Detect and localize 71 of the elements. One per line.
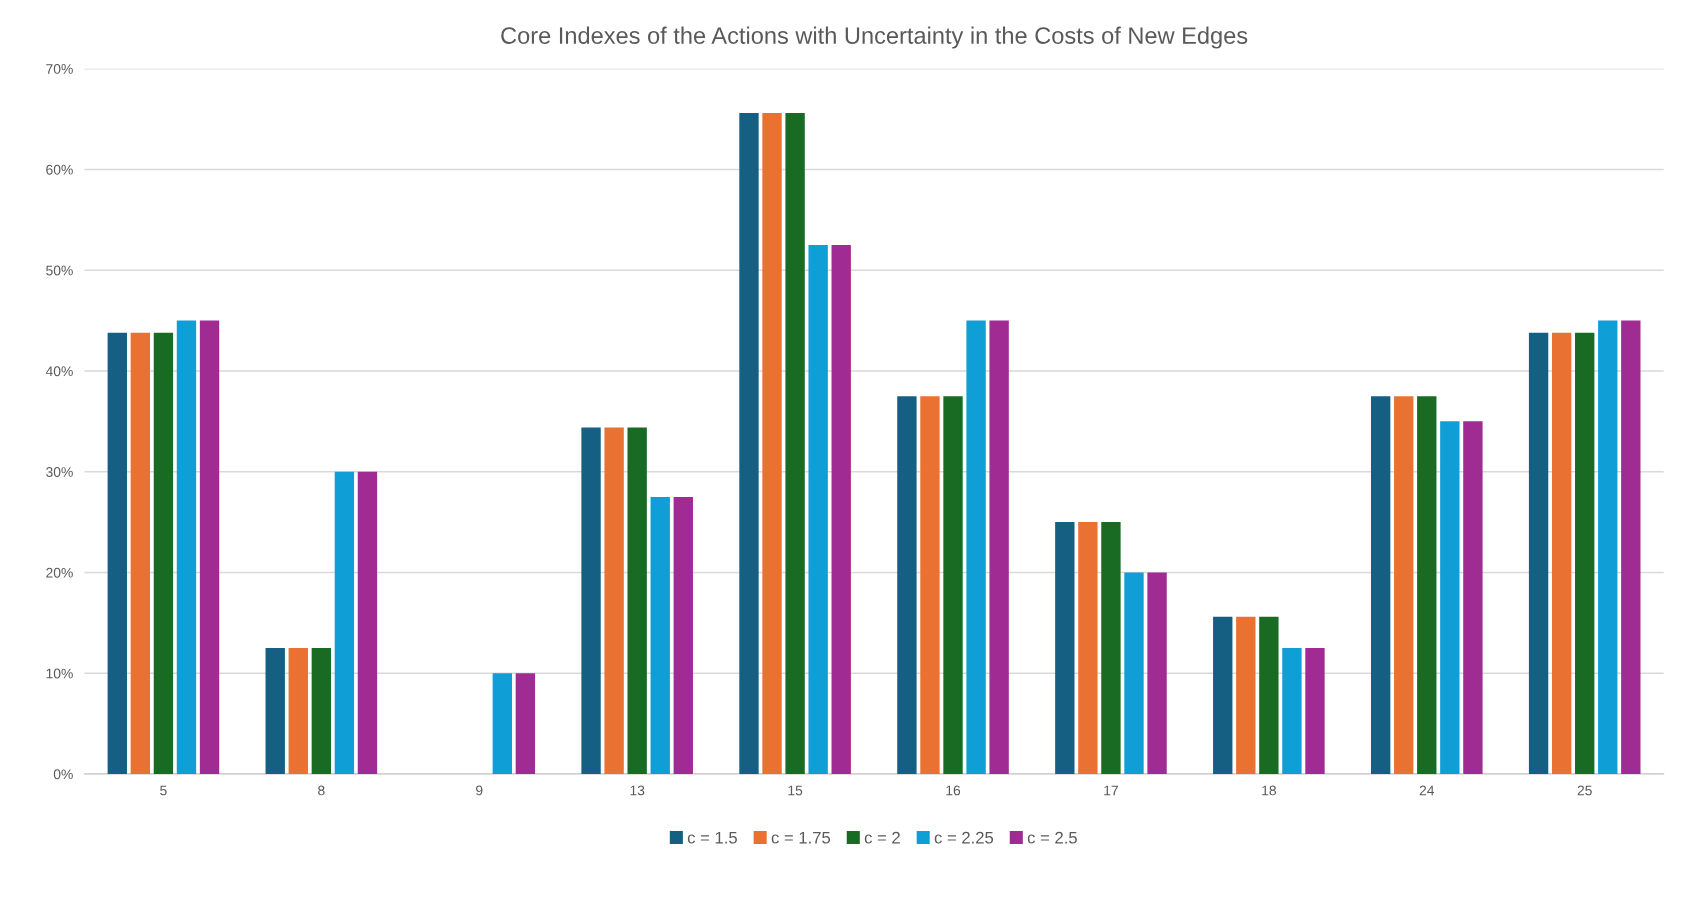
bar bbox=[920, 396, 940, 775]
y-tick-label: 20% bbox=[46, 567, 73, 578]
bar bbox=[1551, 332, 1572, 775]
bar bbox=[1394, 396, 1414, 775]
bar bbox=[288, 648, 308, 775]
bar bbox=[831, 245, 851, 775]
x-tick-label: 13 bbox=[630, 785, 645, 796]
bar bbox=[1078, 522, 1098, 775]
bar bbox=[334, 471, 355, 775]
bar bbox=[1101, 522, 1121, 775]
bar bbox=[311, 648, 332, 775]
x-tick-label: 15 bbox=[788, 785, 803, 796]
bar bbox=[808, 245, 828, 775]
legend-label: c = 1.75 bbox=[771, 831, 831, 844]
bar bbox=[943, 396, 963, 775]
bar bbox=[1598, 320, 1618, 775]
chart-title: Core Indexes of the Actions with Uncertainty in the Costs of New Edges bbox=[501, 26, 1248, 49]
x-tick-label: 18 bbox=[1262, 785, 1276, 796]
bar bbox=[1282, 648, 1302, 775]
bar bbox=[581, 427, 601, 775]
y-tick-label: 0% bbox=[53, 769, 73, 780]
x-tick-label: 24 bbox=[1419, 785, 1435, 796]
bar bbox=[1055, 522, 1075, 775]
bar bbox=[1370, 396, 1391, 775]
bar bbox=[604, 427, 624, 775]
legend-label: c = 2.25 bbox=[934, 831, 994, 844]
bar bbox=[153, 332, 174, 775]
bar bbox=[199, 320, 220, 775]
bar bbox=[1124, 572, 1144, 775]
bar bbox=[1528, 332, 1549, 775]
bar bbox=[1213, 616, 1233, 775]
bar bbox=[1575, 332, 1595, 775]
bar bbox=[989, 320, 1009, 775]
x-tick-label: 17 bbox=[1104, 785, 1118, 796]
bar bbox=[785, 113, 805, 775]
legend-label: c = 2 bbox=[864, 831, 900, 844]
legend-label: c = 1.5 bbox=[687, 831, 737, 844]
x-tick-label: 25 bbox=[1577, 785, 1592, 796]
bar bbox=[1236, 616, 1256, 775]
x-tick-label: 9 bbox=[476, 785, 483, 796]
bar bbox=[1440, 421, 1460, 775]
bar bbox=[130, 332, 151, 775]
bar bbox=[492, 673, 512, 775]
bar bbox=[515, 673, 536, 775]
bar bbox=[1147, 572, 1167, 775]
bar bbox=[966, 320, 986, 775]
y-tick-label: 70% bbox=[46, 64, 73, 74]
bar bbox=[176, 320, 197, 775]
bar bbox=[1463, 421, 1483, 775]
bar bbox=[673, 496, 693, 775]
bar bbox=[1621, 320, 1641, 775]
y-tick-label: 50% bbox=[46, 265, 73, 276]
bar bbox=[1417, 396, 1437, 775]
x-tick-label: 5 bbox=[160, 785, 167, 796]
bar bbox=[107, 332, 127, 775]
bar bbox=[650, 496, 670, 775]
bar bbox=[739, 113, 759, 775]
bar bbox=[357, 471, 378, 775]
bar bbox=[762, 113, 782, 775]
bar bbox=[1305, 648, 1325, 775]
y-tick-label: 30% bbox=[46, 467, 73, 477]
y-tick-label: 10% bbox=[46, 668, 73, 679]
y-tick-label: 60% bbox=[46, 164, 73, 175]
bar bbox=[265, 648, 285, 775]
bar bbox=[1259, 616, 1279, 775]
x-tick-label: 8 bbox=[318, 785, 325, 796]
y-tick-label: 40% bbox=[45, 366, 73, 377]
legend-label: c = 2.5 bbox=[1027, 831, 1077, 844]
bar bbox=[627, 427, 647, 775]
x-tick-label: 16 bbox=[946, 785, 961, 796]
bar bbox=[897, 396, 917, 775]
